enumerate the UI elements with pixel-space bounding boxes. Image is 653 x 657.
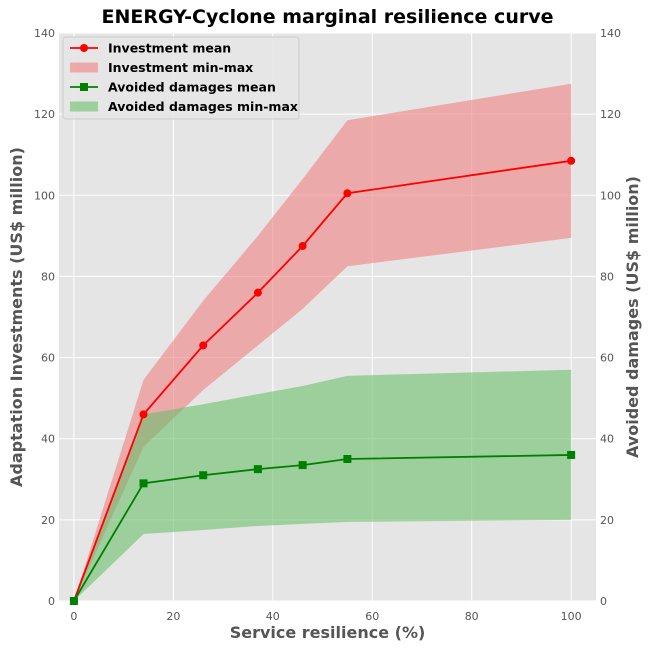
x-tick-label: 0 (70, 610, 77, 623)
x-axis-label: Service resilience (%) (230, 623, 426, 642)
point-avoided-damages-mean (343, 455, 352, 463)
band-avoided-damages-min-max (73, 369, 572, 601)
y-left-tick-label: 80 (41, 270, 55, 283)
y-left-axis-label: Adaptation Investments (US$ million) (7, 147, 26, 487)
chart-title: ENERGY-Cyclone marginal resilience curve (102, 6, 554, 28)
y-right-tick-label: 100 (600, 189, 621, 202)
y-left-tick-label: 40 (41, 433, 55, 446)
point-investment-mean (199, 341, 208, 350)
point-investment-mean (567, 156, 576, 165)
point-avoided-damages-mean (298, 461, 307, 470)
y-right-tick-label: 0 (600, 595, 607, 608)
x-tick-label: 80 (465, 610, 479, 623)
legend-band-swatch (70, 101, 98, 112)
point-investment-mean (298, 242, 307, 250)
y-right-axis-label: Avoided damages (US$ million) (623, 176, 642, 458)
x-tick-label: 40 (266, 610, 280, 623)
band-investment-min-max (73, 83, 572, 601)
y-right-tick-label: 120 (600, 108, 621, 121)
y-right-tick-label: 60 (600, 352, 614, 365)
y-right-tick-label: 80 (600, 270, 614, 283)
x-tick-label: 20 (166, 610, 180, 623)
point-investment-mean (343, 189, 352, 198)
legend-label: Investment mean (108, 41, 231, 56)
point-avoided-damages-mean (139, 479, 148, 488)
point-avoided-damages-mean (253, 465, 262, 474)
y-left-tick-label: 140 (34, 27, 55, 40)
y-left-tick-label: 60 (41, 352, 55, 365)
legend-marker (80, 44, 88, 52)
y-left-tick-label: 20 (41, 514, 55, 527)
legend-band-swatch (70, 62, 98, 73)
x-tick-label: 60 (365, 610, 379, 623)
legend-box (62, 36, 300, 120)
point-investment-mean (139, 410, 148, 419)
legend-label: Avoided damages min-max (108, 99, 298, 114)
legend-label: Avoided damages mean (108, 80, 276, 95)
y-right-tick-label: 20 (600, 514, 614, 527)
point-avoided-damages-mean (199, 471, 208, 480)
y-left-tick-label: 120 (34, 108, 55, 121)
y-right-tick-label: 40 (600, 433, 614, 446)
point-avoided-damages-mean (567, 450, 576, 459)
x-tick-label: 100 (561, 610, 582, 623)
y-left-tick-label: 100 (34, 189, 55, 202)
legend: Investment mean Investment min-max Avoided… (62, 36, 300, 120)
legend-marker (80, 83, 88, 91)
y-right-tick-label: 140 (600, 27, 621, 40)
y-left-tick-label: 0 (48, 595, 55, 608)
point-investment-mean (253, 288, 262, 297)
point-avoided-damages-mean (69, 597, 78, 605)
legend-label: Investment min-max (108, 60, 253, 75)
